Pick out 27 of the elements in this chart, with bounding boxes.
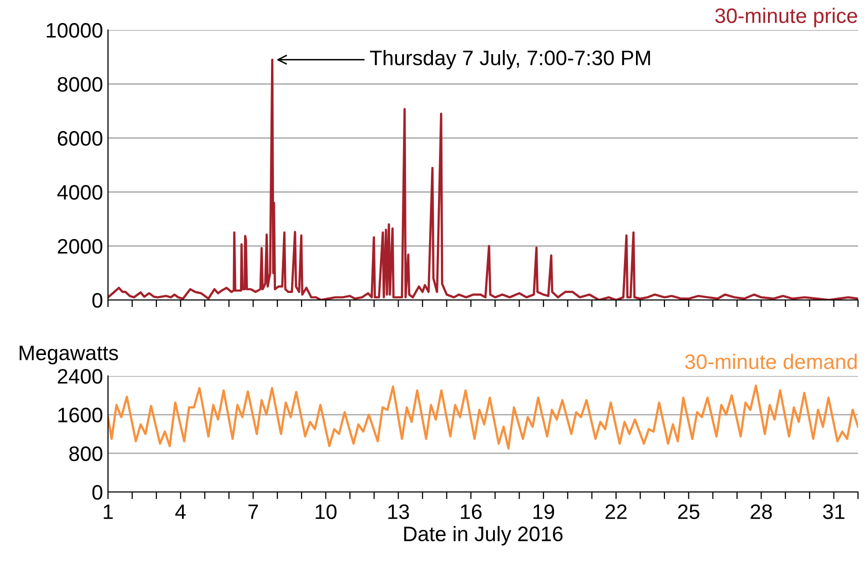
series-label: 30-minute demand	[685, 354, 857, 370]
x-tick-label: 16	[460, 504, 482, 520]
y-tick-label: 800	[69, 446, 102, 462]
y-tick-label: 8000	[58, 77, 102, 92]
x-tick-label: 1	[104, 504, 113, 519]
y-tick-label: 0	[92, 485, 102, 500]
y-tick-label: 10000	[46, 23, 102, 38]
x-tick-label: 25	[678, 504, 700, 520]
x-tick-label: 4	[175, 504, 186, 519]
y-tick-label: 1600	[58, 408, 102, 422]
x-tick-label: 22	[606, 504, 627, 519]
x-tick-label: 10	[316, 504, 337, 520]
x-axis-title: Date in July 2016	[404, 526, 563, 546]
x-tick-label: 31	[823, 504, 844, 520]
x-tick-label: 28	[750, 504, 772, 520]
y-axis-title: Megawatts	[20, 346, 118, 364]
y-tick-label: 2000	[58, 239, 102, 254]
y-tick-label: 6000	[58, 131, 102, 146]
x-tick-label: 13	[388, 504, 409, 520]
annotation: Thursday 7 July, 7:00-7:30 PM	[370, 50, 650, 70]
text: 30-minute price	[715, 8, 858, 28]
y-tick-label: 0	[92, 293, 102, 308]
x-tick-label: 19	[533, 504, 554, 520]
x-tick-label: 7	[248, 504, 258, 519]
y-tick-label: 2400	[58, 369, 102, 384]
y-tick-label: 4000	[57, 185, 102, 200]
line-series	[108, 384, 858, 450]
